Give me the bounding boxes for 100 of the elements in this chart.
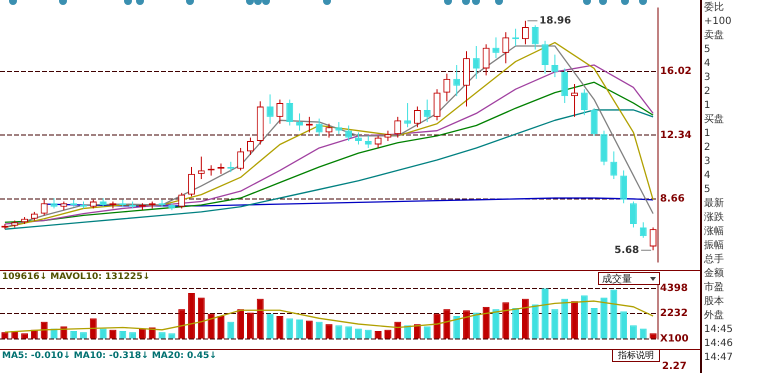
y-tick-label: X100 [660, 334, 689, 345]
candlestick [453, 64, 460, 97]
bar [218, 316, 224, 338]
text: 3 [704, 71, 712, 85]
text: MA5: -0.010↓ MA10: -0.318↓ MA20: 0.45↓ [2, 351, 217, 361]
text: 1 [704, 127, 712, 141]
candlestick [355, 132, 362, 146]
text: 14:46 [704, 337, 734, 351]
candlestick [472, 46, 480, 80]
bar [424, 326, 431, 338]
candlestick [414, 106, 421, 128]
bar [571, 301, 578, 338]
candlestick [394, 116, 402, 138]
bar [296, 319, 303, 338]
candlestick [590, 108, 598, 136]
text: 2.27 [662, 361, 687, 372]
bar [188, 293, 195, 338]
candlestick [502, 32, 510, 64]
bar [590, 308, 598, 338]
text: 成交量 [602, 272, 632, 286]
bar [512, 308, 520, 338]
candlestick [345, 124, 352, 142]
candlestick [571, 84, 578, 118]
bar [345, 326, 352, 338]
text: 5 [704, 43, 712, 57]
text: 2 [704, 85, 712, 99]
text: 涨幅 [704, 225, 725, 239]
bar [414, 324, 421, 338]
candlestick [620, 170, 628, 204]
candlestick [610, 150, 618, 180]
candlestick [434, 88, 440, 121]
candlestick [198, 156, 205, 180]
text: 涨跌 [704, 211, 725, 225]
candlestick [237, 147, 244, 171]
bar [227, 322, 234, 338]
bar [316, 322, 323, 338]
bar [492, 309, 500, 338]
candlestick [296, 112, 303, 132]
text: 外盘 [704, 309, 725, 323]
candlestick [522, 20, 529, 45]
bar [630, 325, 637, 338]
candlestick [532, 24, 539, 50]
bar [453, 316, 460, 338]
y-tick-label: 2232 [660, 308, 688, 319]
y-tick-label: 4398 [660, 283, 688, 294]
text: 股本 [704, 295, 725, 309]
candlestick [580, 88, 588, 116]
candlestick [542, 40, 548, 74]
text: 最新 [704, 197, 725, 211]
text: 振幅 [704, 239, 725, 253]
text: 14:47 [704, 351, 734, 365]
candlestick [561, 68, 568, 104]
bar [326, 324, 332, 338]
candlestick [650, 226, 657, 251]
bar [178, 309, 186, 338]
candlestick [482, 44, 490, 76]
bar [237, 309, 244, 338]
y-tick-label: 8.66 [660, 193, 685, 204]
bar [306, 320, 313, 338]
bar [522, 298, 529, 338]
candlestick [266, 94, 274, 124]
bar [472, 312, 480, 338]
text: 3 [704, 155, 712, 169]
text: 2 [704, 141, 712, 155]
candlestick [286, 99, 294, 126]
bar [208, 314, 215, 338]
candlestick [630, 201, 637, 228]
text: 金额 [704, 267, 725, 281]
bar [610, 290, 618, 338]
text: 4 [704, 57, 712, 71]
bar [620, 311, 628, 338]
bar [434, 314, 440, 338]
candlestick [188, 166, 195, 197]
bar [335, 325, 342, 338]
bar [286, 318, 294, 338]
bar [482, 306, 490, 338]
text: 委比 [704, 1, 725, 15]
candlestick [492, 36, 500, 59]
candlestick [178, 192, 186, 209]
candlestick [384, 130, 392, 142]
candlestick [551, 54, 558, 78]
text: 指标说明 [612, 349, 660, 362]
y-tick-label: 16.02 [660, 66, 692, 78]
bar [266, 314, 274, 338]
bar [542, 288, 548, 338]
text: 5 [704, 183, 712, 197]
candlestick [443, 73, 450, 102]
candlestick [316, 118, 323, 136]
bar [198, 298, 205, 338]
y-tick-label: 12.34 [660, 130, 692, 141]
candlestick [335, 122, 342, 135]
candlestick [326, 123, 332, 138]
candlestick [276, 99, 284, 124]
text: 卖盘 [704, 29, 725, 43]
text: 1 [704, 99, 712, 113]
bar [463, 310, 470, 338]
candlestick [640, 222, 647, 238]
text: +100 [704, 15, 732, 29]
text: 4 [704, 169, 712, 183]
bar [600, 298, 608, 338]
